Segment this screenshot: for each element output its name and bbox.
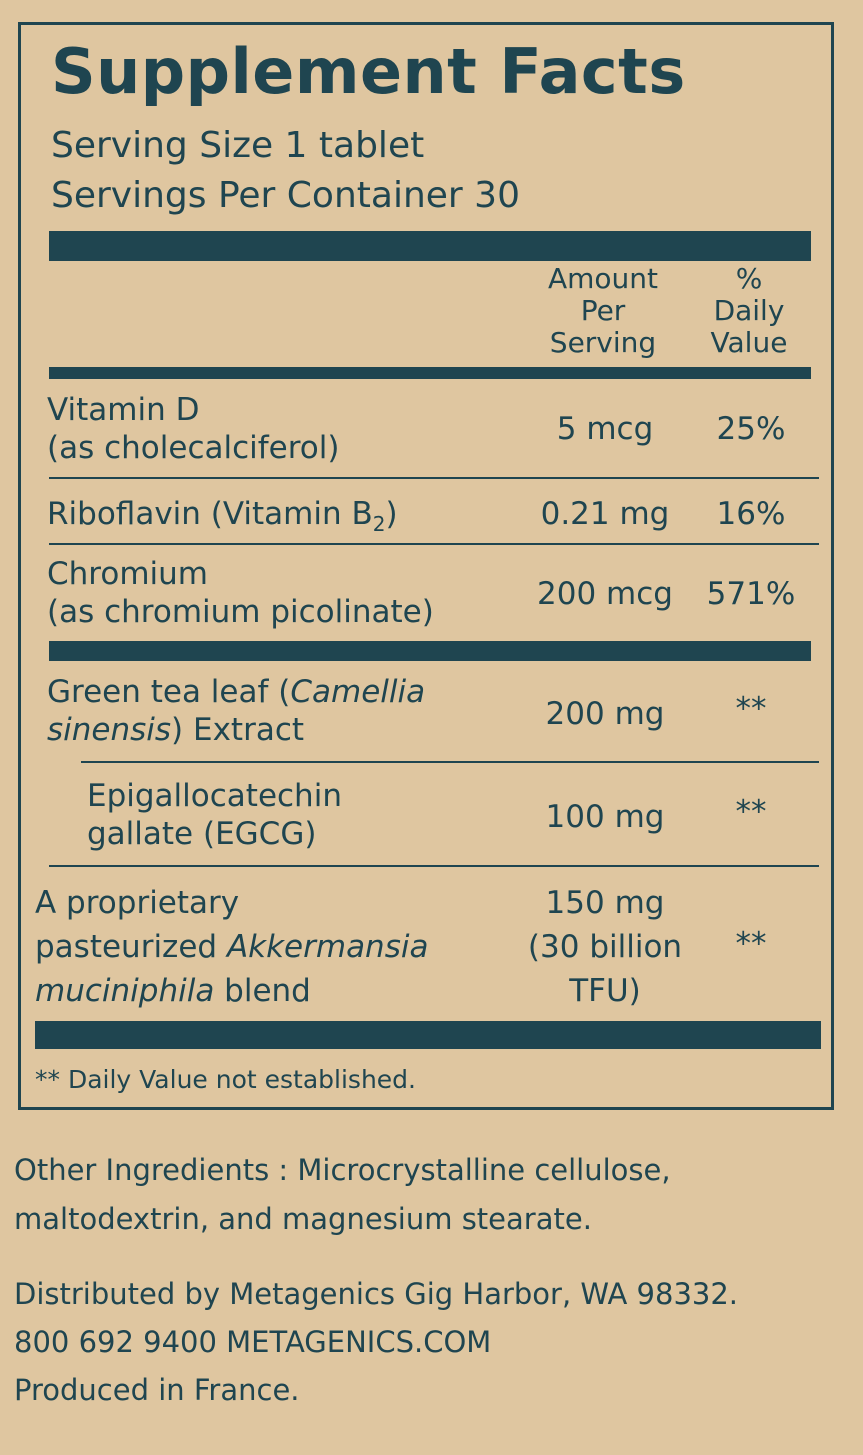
name-line: Vitamin D [47, 392, 200, 428]
text-line: Distributed by Metagenics Gig Harbor, WA… [14, 1277, 739, 1311]
row-dv: ** [735, 794, 767, 830]
name-line: (as chromium picolinate) [47, 594, 434, 630]
name-text: blend [214, 973, 311, 1009]
row-dv: ** [735, 691, 767, 727]
row-amount: 0.21 mg [540, 496, 670, 532]
latin-name: Akkermansia [226, 929, 429, 965]
name-line: A proprietary [35, 885, 240, 921]
name-line: Chromium [47, 556, 208, 592]
amount-line: TFU) [569, 973, 641, 1009]
other-ingredients: Other Ingredients : Microcrystalline cel… [14, 1146, 671, 1244]
row-amount: 200 mg [545, 696, 665, 732]
header-amount-line: Amount [547, 262, 659, 295]
header-daily-value: % Daily Value [693, 263, 805, 359]
divider-thick [49, 641, 811, 661]
footnote: ** Daily Value not established. [35, 1065, 416, 1094]
latin-name: Camellia [290, 674, 426, 710]
amount-line: (30 billion [527, 929, 683, 965]
row-divider [49, 543, 819, 545]
supplement-facts-panel: Supplement Facts Serving Size 1 tablet S… [18, 22, 834, 1110]
row-divider [49, 865, 819, 867]
text-line: Other Ingredients : Microcrystalline cel… [14, 1153, 671, 1187]
row-dv: 16% [716, 496, 786, 532]
name-text: pasteurized [35, 929, 227, 965]
divider-thick [35, 1021, 821, 1049]
divider-thick [49, 231, 811, 261]
row-amount: 200 mcg [537, 576, 673, 612]
name-line: Epigallocatechin [87, 778, 342, 814]
header-amount: Amount Per Serving [521, 263, 685, 359]
row-amount: 100 mg [545, 799, 665, 835]
name-text: ) Extract [171, 712, 305, 748]
row-name-green-tea: Green tea leaf (Camellia sinensis) Extra… [47, 673, 425, 749]
amount-line: 150 mg [545, 885, 665, 921]
divider-medium [49, 367, 811, 379]
row-name-chromium: Chromium (as chromium picolinate) [47, 555, 434, 631]
name-text: ) [385, 496, 398, 532]
row-dv: 571% [706, 576, 796, 612]
header-dv-line: Value [710, 326, 788, 359]
name-line: gallate (EGCG) [87, 816, 317, 852]
name-text: Green tea leaf ( [47, 674, 291, 710]
row-name-riboflavin: Riboflavin (Vitamin B2) [47, 495, 398, 543]
servings-per-container: Servings Per Container 30 [51, 175, 520, 216]
subscript: 2 [372, 512, 386, 537]
serving-size: Serving Size 1 tablet [51, 125, 425, 166]
text-line: Produced in France. [14, 1373, 300, 1407]
row-dv: ** [735, 926, 767, 962]
distributor-info: Distributed by Metagenics Gig Harbor, WA… [14, 1270, 738, 1414]
row-amount: 150 mg (30 billion TFU) [505, 881, 705, 1013]
text-line: 800 692 9400 METAGENICS.COM [14, 1325, 492, 1359]
row-divider [49, 477, 819, 479]
latin-name: sinensis [47, 712, 172, 748]
header-amount-line: Per [580, 294, 626, 327]
name-text: Riboflavin (Vitamin B [47, 496, 373, 532]
header-dv-line: Daily [713, 294, 785, 327]
name-line: (as cholecalciferol) [47, 430, 340, 466]
row-name-vitamin-d: Vitamin D (as cholecalciferol) [47, 391, 339, 467]
row-divider [81, 761, 819, 763]
row-dv: 25% [716, 411, 786, 447]
row-amount: 5 mcg [556, 411, 654, 447]
text-line: maltodextrin, and magnesium stearate. [14, 1202, 592, 1236]
latin-name: muciniphila [35, 973, 215, 1009]
header-dv-line: % [735, 262, 763, 295]
panel-title: Supplement Facts [51, 35, 686, 108]
row-name-egcg: Epigallocatechin gallate (EGCG) [87, 777, 342, 853]
header-amount-line: Serving [549, 326, 657, 359]
row-name-akkermansia: A proprietary pasteurized Akkermansia mu… [35, 881, 428, 1013]
